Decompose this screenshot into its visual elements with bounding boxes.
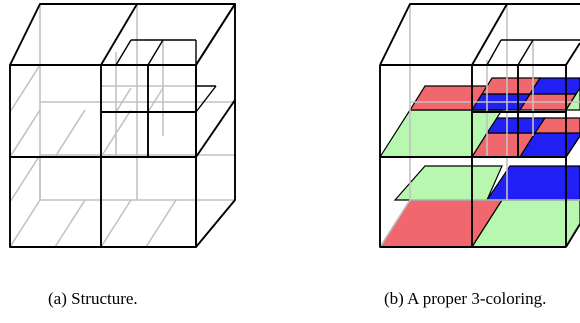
cell-blue bbox=[528, 77, 580, 95]
cell-green bbox=[564, 86, 580, 111]
visible-edges bbox=[9, 3, 236, 248]
visible-edges bbox=[379, 3, 580, 248]
cell-red bbox=[533, 117, 580, 134]
hidden-edges bbox=[9, 4, 235, 248]
structure-panel bbox=[9, 3, 236, 248]
caption-coloring: (b) A proper 3-coloring. bbox=[384, 289, 547, 308]
caption-structure: (a) Structure. bbox=[48, 289, 138, 308]
color-cells bbox=[378, 77, 580, 248]
coloring-panel bbox=[378, 3, 580, 248]
cell-green bbox=[393, 165, 503, 201]
hidden-edges bbox=[379, 4, 580, 248]
